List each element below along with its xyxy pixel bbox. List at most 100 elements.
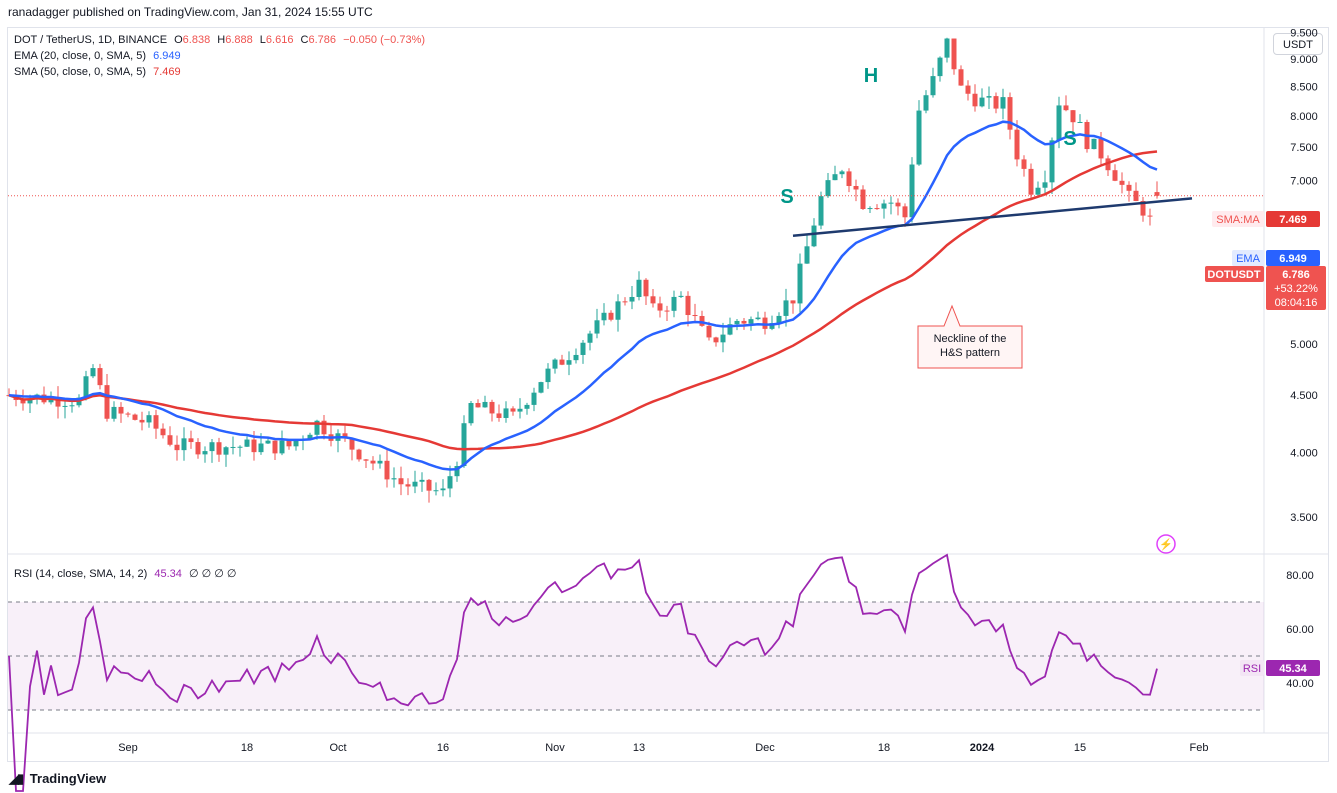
candle-body <box>251 439 257 453</box>
candle-body <box>552 359 558 369</box>
candle-body <box>671 296 677 311</box>
time-axis: Sep 18 Oct 16 Nov 13 Dec 18 2024 15 Feb <box>118 742 1208 754</box>
candle-body <box>461 423 467 467</box>
candle-body <box>440 488 446 491</box>
candle-body <box>615 301 621 320</box>
candle-body <box>860 189 866 209</box>
candle-body <box>1098 138 1104 159</box>
candle-body <box>650 296 656 304</box>
candle-body <box>839 171 845 175</box>
candle-body <box>573 354 579 361</box>
sma-legend[interactable]: SMA (50, close, 0, SMA, 5) 7.469 <box>14 64 425 80</box>
time-tick-label: 16 <box>437 742 449 754</box>
ema-badge-label: EMA <box>1236 253 1261 265</box>
candle-body <box>867 208 873 210</box>
candle-body <box>286 440 292 447</box>
candle-body <box>727 324 733 335</box>
price-tick-label: 5.000 <box>1290 339 1318 351</box>
candle-body <box>993 96 999 109</box>
candle-body <box>216 442 222 455</box>
candle-body <box>699 316 705 326</box>
candle-body <box>405 484 411 487</box>
candle-body <box>601 312 607 321</box>
time-tick-label: 13 <box>633 742 645 754</box>
flash-icon-glyph: ⚡ <box>1159 538 1173 551</box>
candle-body <box>888 202 894 204</box>
candle-body <box>846 171 852 187</box>
symbol-label[interactable]: DOT / TetherUS, 1D, BINANCE <box>14 34 168 46</box>
time-tick-label: Sep <box>118 742 138 754</box>
candle-body <box>62 405 68 407</box>
candle-body <box>468 403 474 424</box>
candle-body <box>321 420 327 435</box>
candle-body <box>433 490 439 492</box>
candle-body <box>629 296 635 302</box>
neckline-callout-line1: Neckline of the <box>934 333 1007 345</box>
candle-body <box>979 97 985 107</box>
candle-body <box>510 408 516 412</box>
time-tick-label: 18 <box>241 742 253 754</box>
rsi-tick-label: 40.00 <box>1286 678 1314 690</box>
sma-50-line <box>8 150 1158 451</box>
candle-body <box>419 479 425 482</box>
tradingview-logo-icon: ◢▮ <box>9 771 24 786</box>
ema-legend[interactable]: EMA (20, close, 0, SMA, 5) 6.949 <box>14 48 425 64</box>
candle-body <box>1063 105 1069 111</box>
candle-body <box>566 360 572 365</box>
left-shoulder-label: S <box>780 186 793 208</box>
candle-body <box>741 320 747 324</box>
price-tick-label: 8.500 <box>1290 82 1318 94</box>
candle-body <box>1112 170 1118 181</box>
candle-body <box>916 110 922 165</box>
candle-body <box>1000 97 1006 109</box>
price-tick-label: 8.000 <box>1290 111 1318 123</box>
time-tick-label: 18 <box>878 742 890 754</box>
candle-body <box>636 279 642 297</box>
candle-body <box>237 446 243 448</box>
candle-body <box>881 203 887 209</box>
price-tick-label: 4.500 <box>1290 390 1318 402</box>
candles <box>6 37 1160 503</box>
tradingview-footer[interactable]: ◢▮ TradingView <box>9 771 106 787</box>
candle-body <box>776 315 782 324</box>
time-tick-label: Feb <box>1190 742 1209 754</box>
candle-body <box>272 440 278 454</box>
time-tick-label: 15 <box>1074 742 1086 754</box>
rsi-line <box>8 553 1158 792</box>
candle-body <box>356 449 362 460</box>
dot-badge-label: DOTUSDT <box>1207 269 1260 281</box>
axis-badge <box>1266 211 1320 227</box>
time-tick-label: Nov <box>545 742 565 754</box>
change-value: −0.050 (−0.73%) <box>343 34 426 46</box>
sma-legend-value: 7.469 <box>153 66 181 78</box>
sma-badge-label: SMA:MA <box>1216 214 1260 226</box>
axis-badge <box>1266 266 1326 310</box>
candle-body <box>384 460 390 480</box>
candle-body <box>293 440 299 447</box>
candle-body <box>937 57 943 77</box>
candle-body <box>811 225 817 247</box>
candle-body <box>475 403 481 408</box>
flash-icon <box>1156 534 1176 554</box>
open-value: 6.838 <box>182 34 211 46</box>
candle-body <box>517 408 523 412</box>
low-label: L <box>259 34 266 46</box>
candle-body <box>20 400 26 404</box>
candle-body <box>188 438 194 443</box>
axis-badge <box>1232 250 1264 266</box>
candle-body <box>895 202 901 207</box>
candle-body <box>755 317 761 320</box>
ema-badge-value: 6.949 <box>1279 253 1307 265</box>
candle-body <box>398 478 404 485</box>
candle-body <box>608 312 614 320</box>
candle-body <box>930 76 936 96</box>
rsi-legend[interactable]: RSI (14, close, SMA, 14, 2) 45.34 ∅ ∅ ∅ … <box>14 566 236 582</box>
currency-button[interactable]: USDT <box>1273 33 1323 55</box>
head-label: H <box>864 65 878 87</box>
candle-body <box>160 428 166 436</box>
candle-body <box>790 300 796 304</box>
candle-body <box>370 460 376 464</box>
candle-body <box>363 459 369 461</box>
axis-badge <box>1266 250 1320 266</box>
